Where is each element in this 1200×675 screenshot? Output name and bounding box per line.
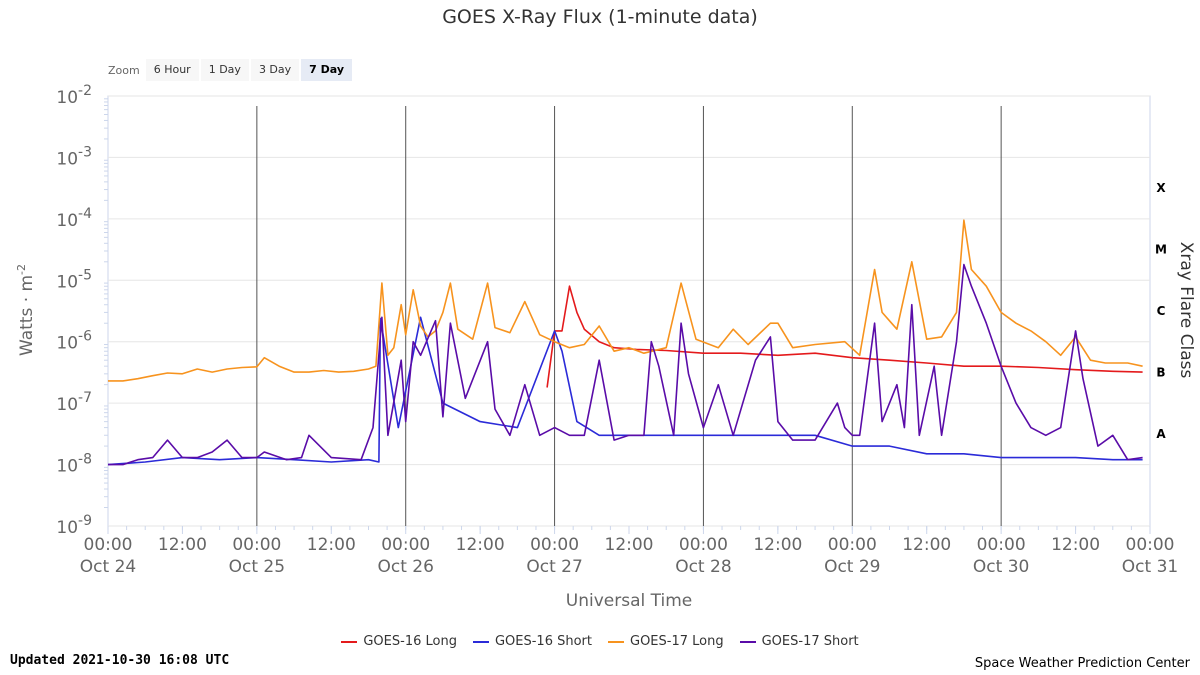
zoom-6-hour-button[interactable]: 6 Hour <box>145 59 199 81</box>
flare-class-label: C <box>1157 304 1166 318</box>
x-tick-time-label: 00:00 <box>530 535 579 555</box>
series-line-goes-17-long <box>108 219 1143 382</box>
y-tick-label: 10-7 <box>56 390 92 415</box>
series-line-goes-16-long <box>546 285 1143 388</box>
x-tick-time-label: 00:00 <box>1126 535 1175 555</box>
y-tick-label: 10-2 <box>56 83 92 108</box>
y-tick-label: 10-9 <box>56 513 92 538</box>
x-tick-date-label: Oct 31 <box>1122 557 1178 577</box>
zoom-7-day-button[interactable]: 7 Day <box>301 59 353 81</box>
legend-item-goes16-short[interactable]: GOES-16 Short <box>472 634 592 649</box>
zoom-label: Zoom <box>108 63 140 77</box>
y-tick-label: 10-4 <box>56 206 92 231</box>
y-axis-label-text: Watts · m <box>17 275 37 356</box>
legend: GOES-16 Long GOES-16 Short GOES-17 Long … <box>0 634 1200 649</box>
x-tick-time-label: 00:00 <box>84 535 133 555</box>
legend-label: GOES-17 Long <box>630 634 724 649</box>
y-tick-label: 10-6 <box>56 329 92 354</box>
zoom-toolbar: Zoom 6 Hour 1 Day 3 Day 7 Day <box>108 58 353 82</box>
x-tick-time-label: 12:00 <box>753 535 802 555</box>
legend-label: GOES-17 Short <box>761 634 859 649</box>
x-tick-time-label: 00:00 <box>232 535 281 555</box>
x-tick-time-label: 00:00 <box>977 535 1026 555</box>
x-tick-time-label: 00:00 <box>679 535 728 555</box>
x-tick-date-label: Oct 24 <box>80 557 136 577</box>
y-tick-label: 10-8 <box>56 452 92 477</box>
flare-class-label: X <box>1156 181 1166 195</box>
x-tick-date-label: Oct 25 <box>229 557 285 577</box>
x-tick-time-label: 00:00 <box>381 535 430 555</box>
legend-item-goes17-short[interactable]: GOES-17 Short <box>739 634 859 649</box>
x-tick-date-label: Oct 29 <box>824 557 880 577</box>
chart-title: GOES X-Ray Flux (1-minute data) <box>442 6 758 28</box>
y-axis-label-exponent: -2 <box>15 264 28 275</box>
series-line-goes-16-short <box>107 316 1143 466</box>
x-tick-time-label: 12:00 <box>1051 535 1100 555</box>
x-tick-date-label: Oct 27 <box>526 557 582 577</box>
zoom-1-day-button[interactable]: 1 Day <box>200 59 249 81</box>
x-tick-time-label: 12:00 <box>158 535 207 555</box>
axes: 10-210-310-410-510-610-710-810-900:00Oct… <box>56 83 1178 577</box>
flare-class-label: B <box>1156 365 1165 379</box>
grid <box>107 95 1151 527</box>
legend-swatch <box>341 640 358 643</box>
zoom-3-day-button[interactable]: 3 Day <box>250 59 300 81</box>
x-tick-date-label: Oct 28 <box>675 557 731 577</box>
x-tick-time-label: 12:00 <box>605 535 654 555</box>
legend-label: GOES-16 Long <box>363 634 457 649</box>
y-tick-label: 10-3 <box>56 144 92 169</box>
series-line-goes-17-short <box>108 263 1143 466</box>
x-tick-time-label: 12:00 <box>902 535 951 555</box>
x-axis-label: Universal Time <box>566 591 692 611</box>
flare-class-label: A <box>1156 427 1166 441</box>
legend-swatch <box>472 640 489 643</box>
legend-item-goes17-long[interactable]: GOES-17 Long <box>608 634 724 649</box>
legend-label: GOES-16 Short <box>494 634 592 649</box>
x-tick-date-label: Oct 26 <box>377 557 433 577</box>
plot-frame <box>107 95 1151 527</box>
x-tick-time-label: 12:00 <box>456 535 505 555</box>
updated-timestamp: Updated 2021-10-30 16:08 UTC <box>10 653 230 668</box>
y-tick-label: 10-5 <box>56 267 92 292</box>
y-axis-label: Watts · m-2 <box>15 264 37 356</box>
legend-item-goes16-long[interactable]: GOES-16 Long <box>341 634 457 649</box>
flare-class-label: M <box>1155 243 1167 257</box>
x-tick-date-label: Oct 30 <box>973 557 1029 577</box>
series-lines <box>107 219 1143 466</box>
x-tick-time-label: 00:00 <box>828 535 877 555</box>
flare-class-axis-label: Xray Flare Class <box>1176 242 1196 379</box>
legend-swatch <box>739 640 756 643</box>
legend-swatch <box>608 640 624 643</box>
x-tick-time-label: 12:00 <box>307 535 356 555</box>
credit-text: Space Weather Prediction Center <box>974 656 1190 671</box>
